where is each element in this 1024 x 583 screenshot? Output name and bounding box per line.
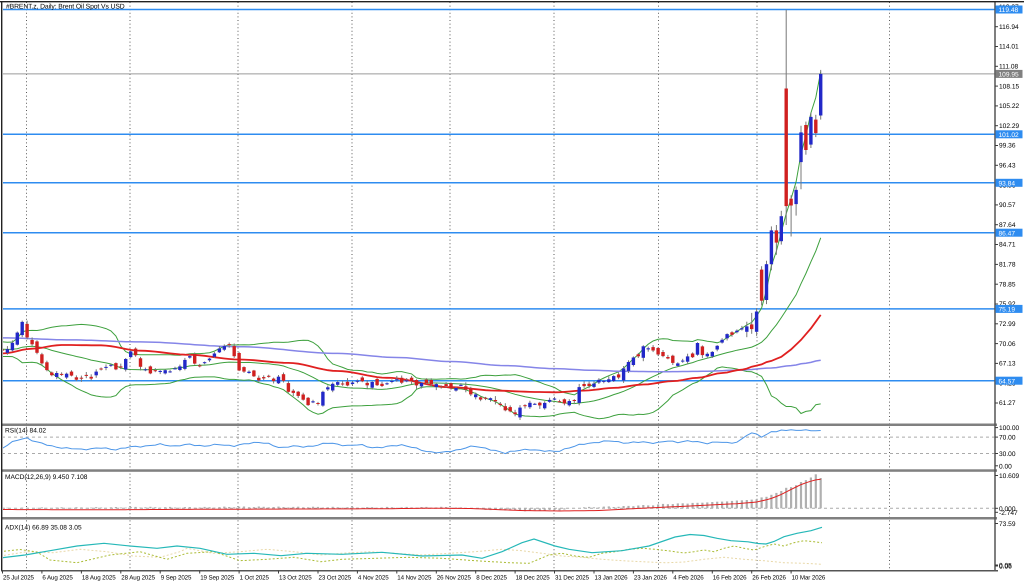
svg-text:99.36: 99.36 <box>999 143 1016 150</box>
svg-text:96.43: 96.43 <box>999 163 1016 170</box>
svg-text:81.78: 81.78 <box>999 262 1016 269</box>
svg-text:26 Feb 2026: 26 Feb 2026 <box>752 575 786 582</box>
svg-text:0.05: 0.05 <box>999 563 1012 570</box>
svg-text:-2.747: -2.747 <box>999 510 1018 517</box>
svg-text:18 Aug 2025: 18 Aug 2025 <box>82 575 116 582</box>
svg-text:93.84: 93.84 <box>999 180 1016 187</box>
svg-text:26 Nov 2025: 26 Nov 2025 <box>437 575 472 582</box>
svg-text:13 Oct 2025: 13 Oct 2025 <box>279 575 312 582</box>
svg-text:16 Feb 2026: 16 Feb 2026 <box>713 575 747 582</box>
svg-text:119.48: 119.48 <box>999 7 1019 14</box>
svg-text:100.00: 100.00 <box>999 425 1020 432</box>
svg-text:#BRENT.z, Daily: Brent Oil Sp: #BRENT.z, Daily: Brent Oil Spot Vs USD <box>6 3 125 10</box>
svg-text:90.57: 90.57 <box>999 202 1016 209</box>
svg-text:6 Aug 2025: 6 Aug 2025 <box>42 575 73 582</box>
svg-text:73.59: 73.59 <box>999 521 1016 528</box>
svg-text:67.13: 67.13 <box>999 361 1016 368</box>
svg-text:102.29: 102.29 <box>999 123 1020 130</box>
svg-text:13 Jan 2026: 13 Jan 2026 <box>595 575 629 582</box>
svg-text:78.85: 78.85 <box>999 281 1016 288</box>
svg-text:116.94: 116.94 <box>999 24 1019 31</box>
svg-text:19 Sep 2025: 19 Sep 2025 <box>200 575 235 582</box>
svg-text:108.15: 108.15 <box>999 83 1020 90</box>
svg-text:0.00: 0.00 <box>999 463 1012 470</box>
svg-text:RSI(14) 84.02: RSI(14) 84.02 <box>5 428 46 435</box>
svg-text:84.71: 84.71 <box>999 242 1016 249</box>
svg-text:105.22: 105.22 <box>999 103 1020 110</box>
svg-text:23 Jan 2026: 23 Jan 2026 <box>634 575 668 582</box>
svg-text:MACD(12,26,9) 9.450 7.108: MACD(12,26,9) 9.450 7.108 <box>5 474 88 481</box>
svg-text:0.06: 0.06 <box>999 564 1012 571</box>
svg-text:9 Sep 2025: 9 Sep 2025 <box>161 575 192 582</box>
svg-text:61.27: 61.27 <box>999 400 1016 407</box>
svg-text:70.00: 70.00 <box>999 435 1016 442</box>
svg-text:25 Jul 2025: 25 Jul 2025 <box>3 575 35 582</box>
svg-text:4 Feb 2026: 4 Feb 2026 <box>673 575 704 582</box>
svg-text:14 Nov 2025: 14 Nov 2025 <box>397 575 432 582</box>
svg-text:101.02: 101.02 <box>999 132 1020 139</box>
svg-text:87.64: 87.64 <box>999 222 1016 229</box>
svg-text:70.06: 70.06 <box>999 341 1016 348</box>
svg-text:30.00: 30.00 <box>999 451 1016 458</box>
svg-text:109.95: 109.95 <box>999 72 1020 79</box>
svg-text:72.99: 72.99 <box>999 321 1016 328</box>
svg-text:64.57: 64.57 <box>999 378 1016 385</box>
svg-text:10.609: 10.609 <box>999 473 1020 480</box>
svg-text:18 Dec 2025: 18 Dec 2025 <box>516 575 551 582</box>
svg-text:31 Dec 2025: 31 Dec 2025 <box>555 575 590 582</box>
svg-text:86.47: 86.47 <box>999 230 1016 237</box>
svg-text:114.01: 114.01 <box>999 44 1019 51</box>
svg-text:111.08: 111.08 <box>999 64 1019 71</box>
svg-text:0.000: 0.000 <box>999 506 1016 513</box>
svg-text:4 Nov 2025: 4 Nov 2025 <box>358 575 389 582</box>
svg-text:1 Oct 2025: 1 Oct 2025 <box>240 575 270 582</box>
svg-text:28 Aug 2025: 28 Aug 2025 <box>121 575 155 582</box>
svg-text:ADX(14) 66.89 35.08 3.05: ADX(14) 66.89 35.08 3.05 <box>5 524 82 531</box>
svg-text:10 Mar 2026: 10 Mar 2026 <box>792 575 826 582</box>
svg-text:8 Dec 2025: 8 Dec 2025 <box>476 575 507 582</box>
svg-text:75.19: 75.19 <box>999 307 1016 314</box>
svg-text:23 Oct 2025: 23 Oct 2025 <box>319 575 352 582</box>
svg-text:75.92: 75.92 <box>999 301 1016 308</box>
